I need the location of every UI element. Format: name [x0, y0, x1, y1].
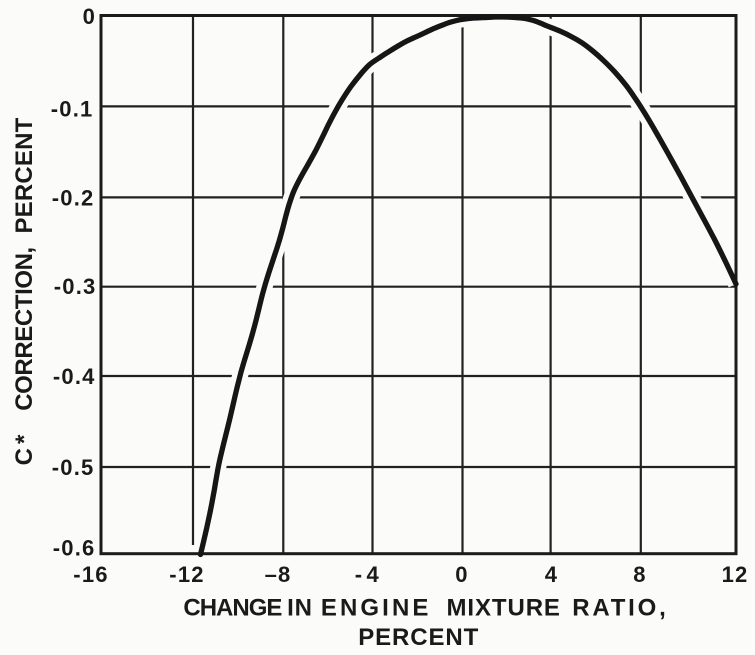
- svg-text:CORRECTION,: CORRECTION,: [11, 247, 38, 411]
- svg-text:-0.5: -0.5: [52, 455, 95, 480]
- svg-text:ENGINE: ENGINE: [321, 595, 432, 622]
- svg-text:IN: IN: [287, 595, 313, 622]
- svg-text:0: 0: [455, 562, 468, 587]
- svg-text:-0.6: -0.6: [53, 536, 96, 561]
- svg-text:CHANGE: CHANGE: [183, 595, 282, 622]
- svg-text:-0.3: -0.3: [54, 274, 97, 299]
- svg-text:12: 12: [722, 562, 749, 587]
- svg-text:RATIO,: RATIO,: [572, 595, 668, 622]
- svg-text:MIXTURE: MIXTURE: [447, 595, 561, 622]
- svg-text:0: 0: [83, 4, 96, 29]
- svg-text:-0.1: -0.1: [51, 97, 94, 122]
- svg-text:PERCENT: PERCENT: [358, 624, 479, 651]
- svg-text:-0.4: -0.4: [53, 364, 96, 389]
- svg-text:–8: –8: [265, 562, 292, 587]
- svg-text:-12: -12: [169, 562, 204, 587]
- svg-text:-4: -4: [355, 562, 384, 587]
- svg-text:C*: C*: [11, 431, 38, 466]
- svg-text:PERCENT: PERCENT: [11, 117, 38, 233]
- svg-text:8: 8: [633, 562, 646, 587]
- svg-text:-16: -16: [73, 562, 108, 587]
- svg-text:4: 4: [545, 562, 558, 587]
- svg-text:-0.2: -0.2: [52, 185, 95, 210]
